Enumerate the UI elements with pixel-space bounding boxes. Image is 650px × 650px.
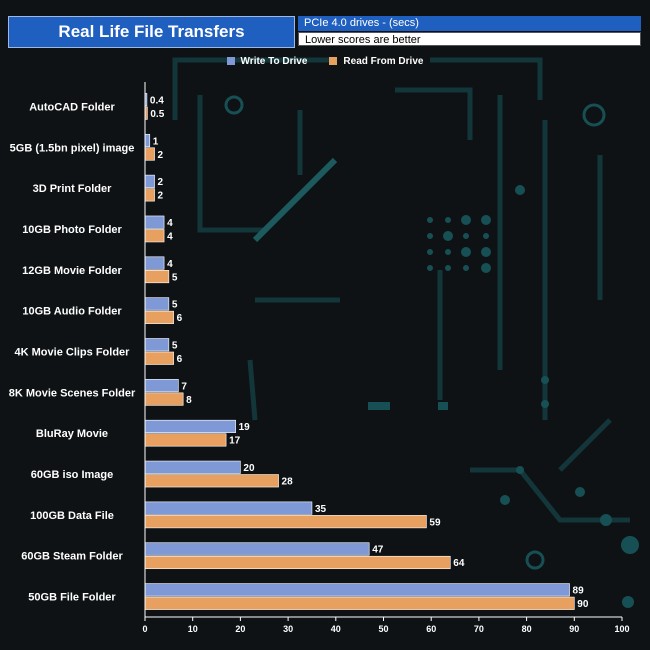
category-label: 100GB Data File [30,510,114,522]
category-label: 10GB Audio Folder [22,306,122,318]
bar-write [144,460,241,474]
data-label-read: 6 [177,354,183,365]
category-label: BluRay Movie [36,428,108,440]
x-tick-label: 70 [474,624,484,634]
legend-label-read: Read From Drive [343,55,424,67]
data-label-read: 17 [229,436,241,447]
data-label-write: 47 [372,545,384,556]
legend-item-read: Read From Drive [329,54,423,68]
data-label-read: 28 [282,477,294,488]
data-label-read: 5 [172,272,178,283]
data-label-write: 4 [167,259,173,270]
legend: Write To Drive Read From Drive [0,54,650,68]
data-label-read: 64 [453,558,465,569]
bar-write [144,256,165,270]
bar-write [144,215,165,229]
bar-write [144,501,313,515]
data-label-read: 6 [177,313,183,324]
x-tick-label: 90 [569,624,579,634]
bar-write [144,174,155,188]
data-label-read: 90 [577,599,589,610]
x-tick-label: 80 [522,624,532,634]
x-tick-label: 40 [331,624,341,634]
bar-read [144,351,174,365]
bar-read [144,270,170,284]
bar-read [144,515,427,529]
bar-read [144,392,184,406]
category-label: 60GB Steam Folder [21,551,123,563]
bar-read [144,310,174,324]
data-label-write: 5 [172,300,178,311]
chart-title: Real Life File Transfers [8,16,295,48]
bar-write [144,297,170,311]
category-label: 12GB Movie Folder [22,265,122,277]
bar-write [144,583,570,597]
category-label: 60GB iso Image [31,469,114,481]
legend-item-write: Write To Drive [226,54,308,68]
data-label-write: 89 [573,586,585,597]
legend-swatch-write [226,57,235,65]
bar-read [144,188,155,202]
bar-read [144,474,279,488]
data-label-read: 2 [158,150,164,161]
x-tick-label: 100 [614,624,629,634]
bar-read [144,433,227,447]
legend-label-write: Write To Drive [240,55,308,67]
data-label-write: 19 [239,422,251,433]
x-tick-label: 0 [142,624,147,634]
data-label-write: 1 [153,136,159,147]
data-label-read: 2 [158,191,164,202]
category-label: 5GB (1.5bn pixel) image [10,142,135,154]
data-label-read: 8 [186,395,192,406]
data-label-write: 0.4 [150,95,164,106]
category-label: 4K Movie Clips Folder [15,347,131,359]
data-label-write: 5 [172,341,178,352]
bar-read [144,596,575,610]
data-label-read: 0.5 [150,109,164,120]
bar-write [144,419,236,433]
chart-subtitle-units: PCIe 4.0 drives - (secs) [298,16,641,31]
bar-read [144,147,155,161]
bar-write [144,338,170,352]
data-label-write: 35 [315,504,327,515]
x-tick-label: 20 [235,624,245,634]
data-label-read: 59 [429,517,441,528]
x-tick-label: 30 [283,624,293,634]
x-tick-label: 60 [426,624,436,634]
bar-write [144,379,179,393]
x-tick-label: 10 [188,624,198,634]
bar-write [144,542,370,556]
category-label: AutoCAD Folder [29,101,115,113]
data-label-write: 7 [181,381,187,392]
data-label-write: 20 [243,463,255,474]
category-label: 50GB File Folder [28,592,116,604]
bar-read [144,555,451,570]
data-label-write: 4 [167,218,173,229]
chart-subtitle-note: Lower scores are better [298,32,641,46]
bar-write [144,133,151,148]
legend-swatch-read [329,57,338,65]
x-tick-label: 50 [378,624,388,634]
category-label: 3D Print Folder [33,183,113,195]
category-label: 8K Movie Scenes Folder [9,387,136,399]
data-label-write: 2 [158,177,164,188]
data-label-read: 4 [167,231,173,242]
category-label: 10GB Photo Folder [22,224,122,236]
bar-read [144,229,165,243]
